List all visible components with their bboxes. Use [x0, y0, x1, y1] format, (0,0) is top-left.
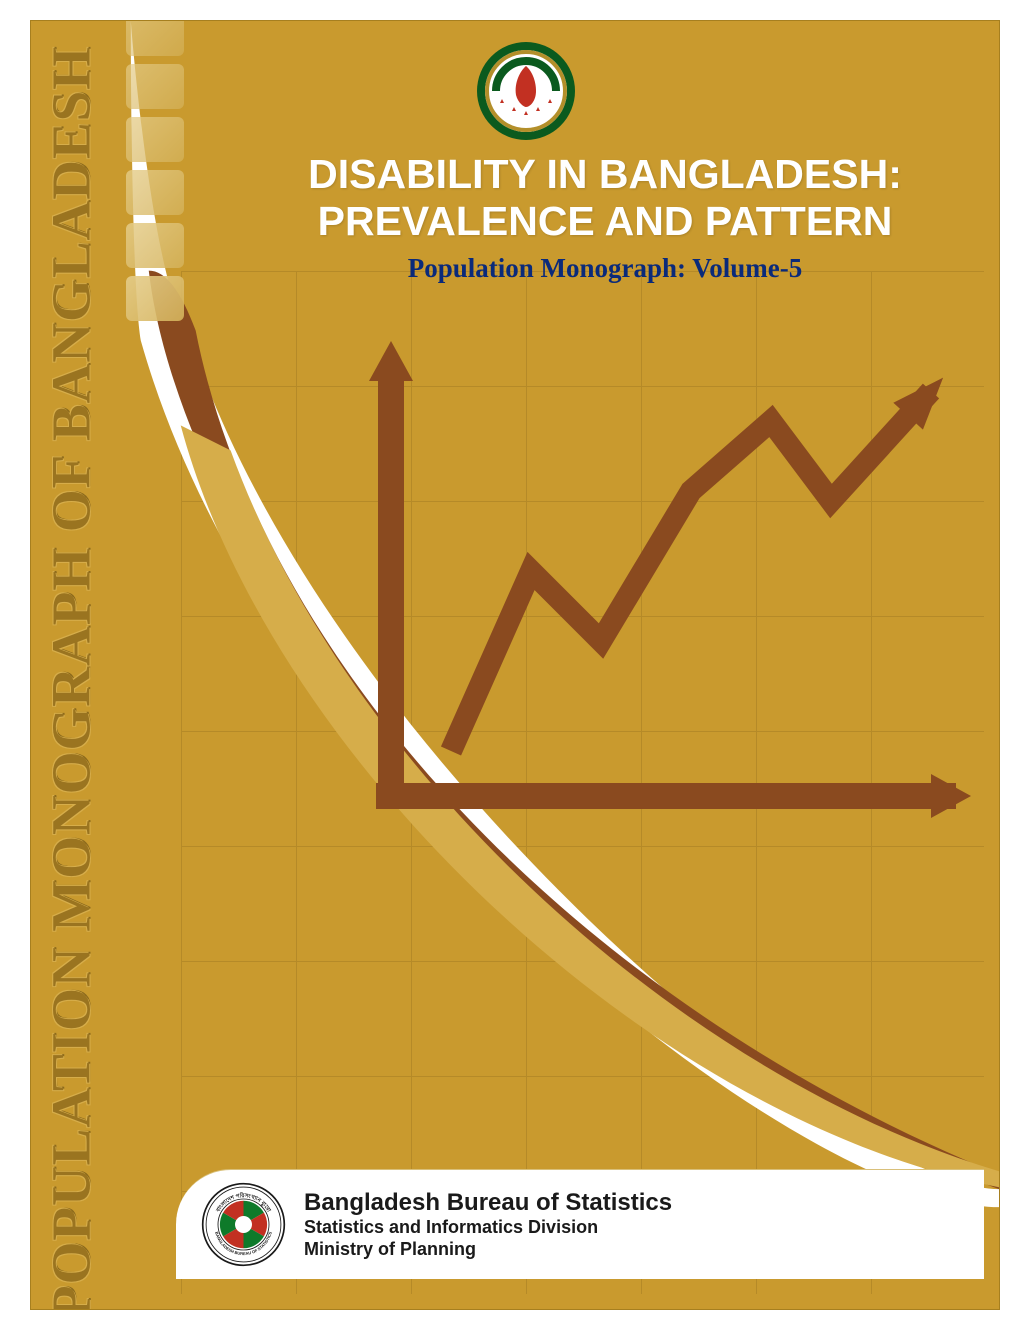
publisher-name: Bangladesh Bureau of Statistics	[304, 1189, 672, 1217]
cover-page: POPULATION MONOGRAPH OF BANGLADESH DISAB…	[30, 20, 1000, 1310]
title-line1: DISABILITY IN BANGLADESH:	[231, 151, 979, 198]
bbs-logo-icon: বাংলাদেশ পরিসংখ্যান ব্যুরো BANGLADESH BU…	[201, 1182, 286, 1267]
title-block: DISABILITY IN BANGLADESH: PREVALENCE AND…	[231, 151, 979, 284]
line-chart-graphic	[331, 341, 971, 831]
sidebar-vertical-title: POPULATION MONOGRAPH OF BANGLADESH	[40, 38, 103, 1311]
filmstrip-decor	[126, 20, 186, 321]
publisher-division: Statistics and Informatics Division	[304, 1217, 672, 1239]
title-subtitle: Population Monograph: Volume-5	[231, 253, 979, 284]
publisher-ministry: Ministry of Planning	[304, 1239, 672, 1261]
publisher-bar: বাংলাদেশ পরিসংখ্যান ব্যুরো BANGLADESH BU…	[176, 1169, 984, 1279]
publisher-text: Bangladesh Bureau of Statistics Statisti…	[304, 1189, 672, 1260]
title-line2: PREVALENCE AND PATTERN	[231, 198, 979, 245]
national-emblem-icon	[476, 41, 576, 141]
